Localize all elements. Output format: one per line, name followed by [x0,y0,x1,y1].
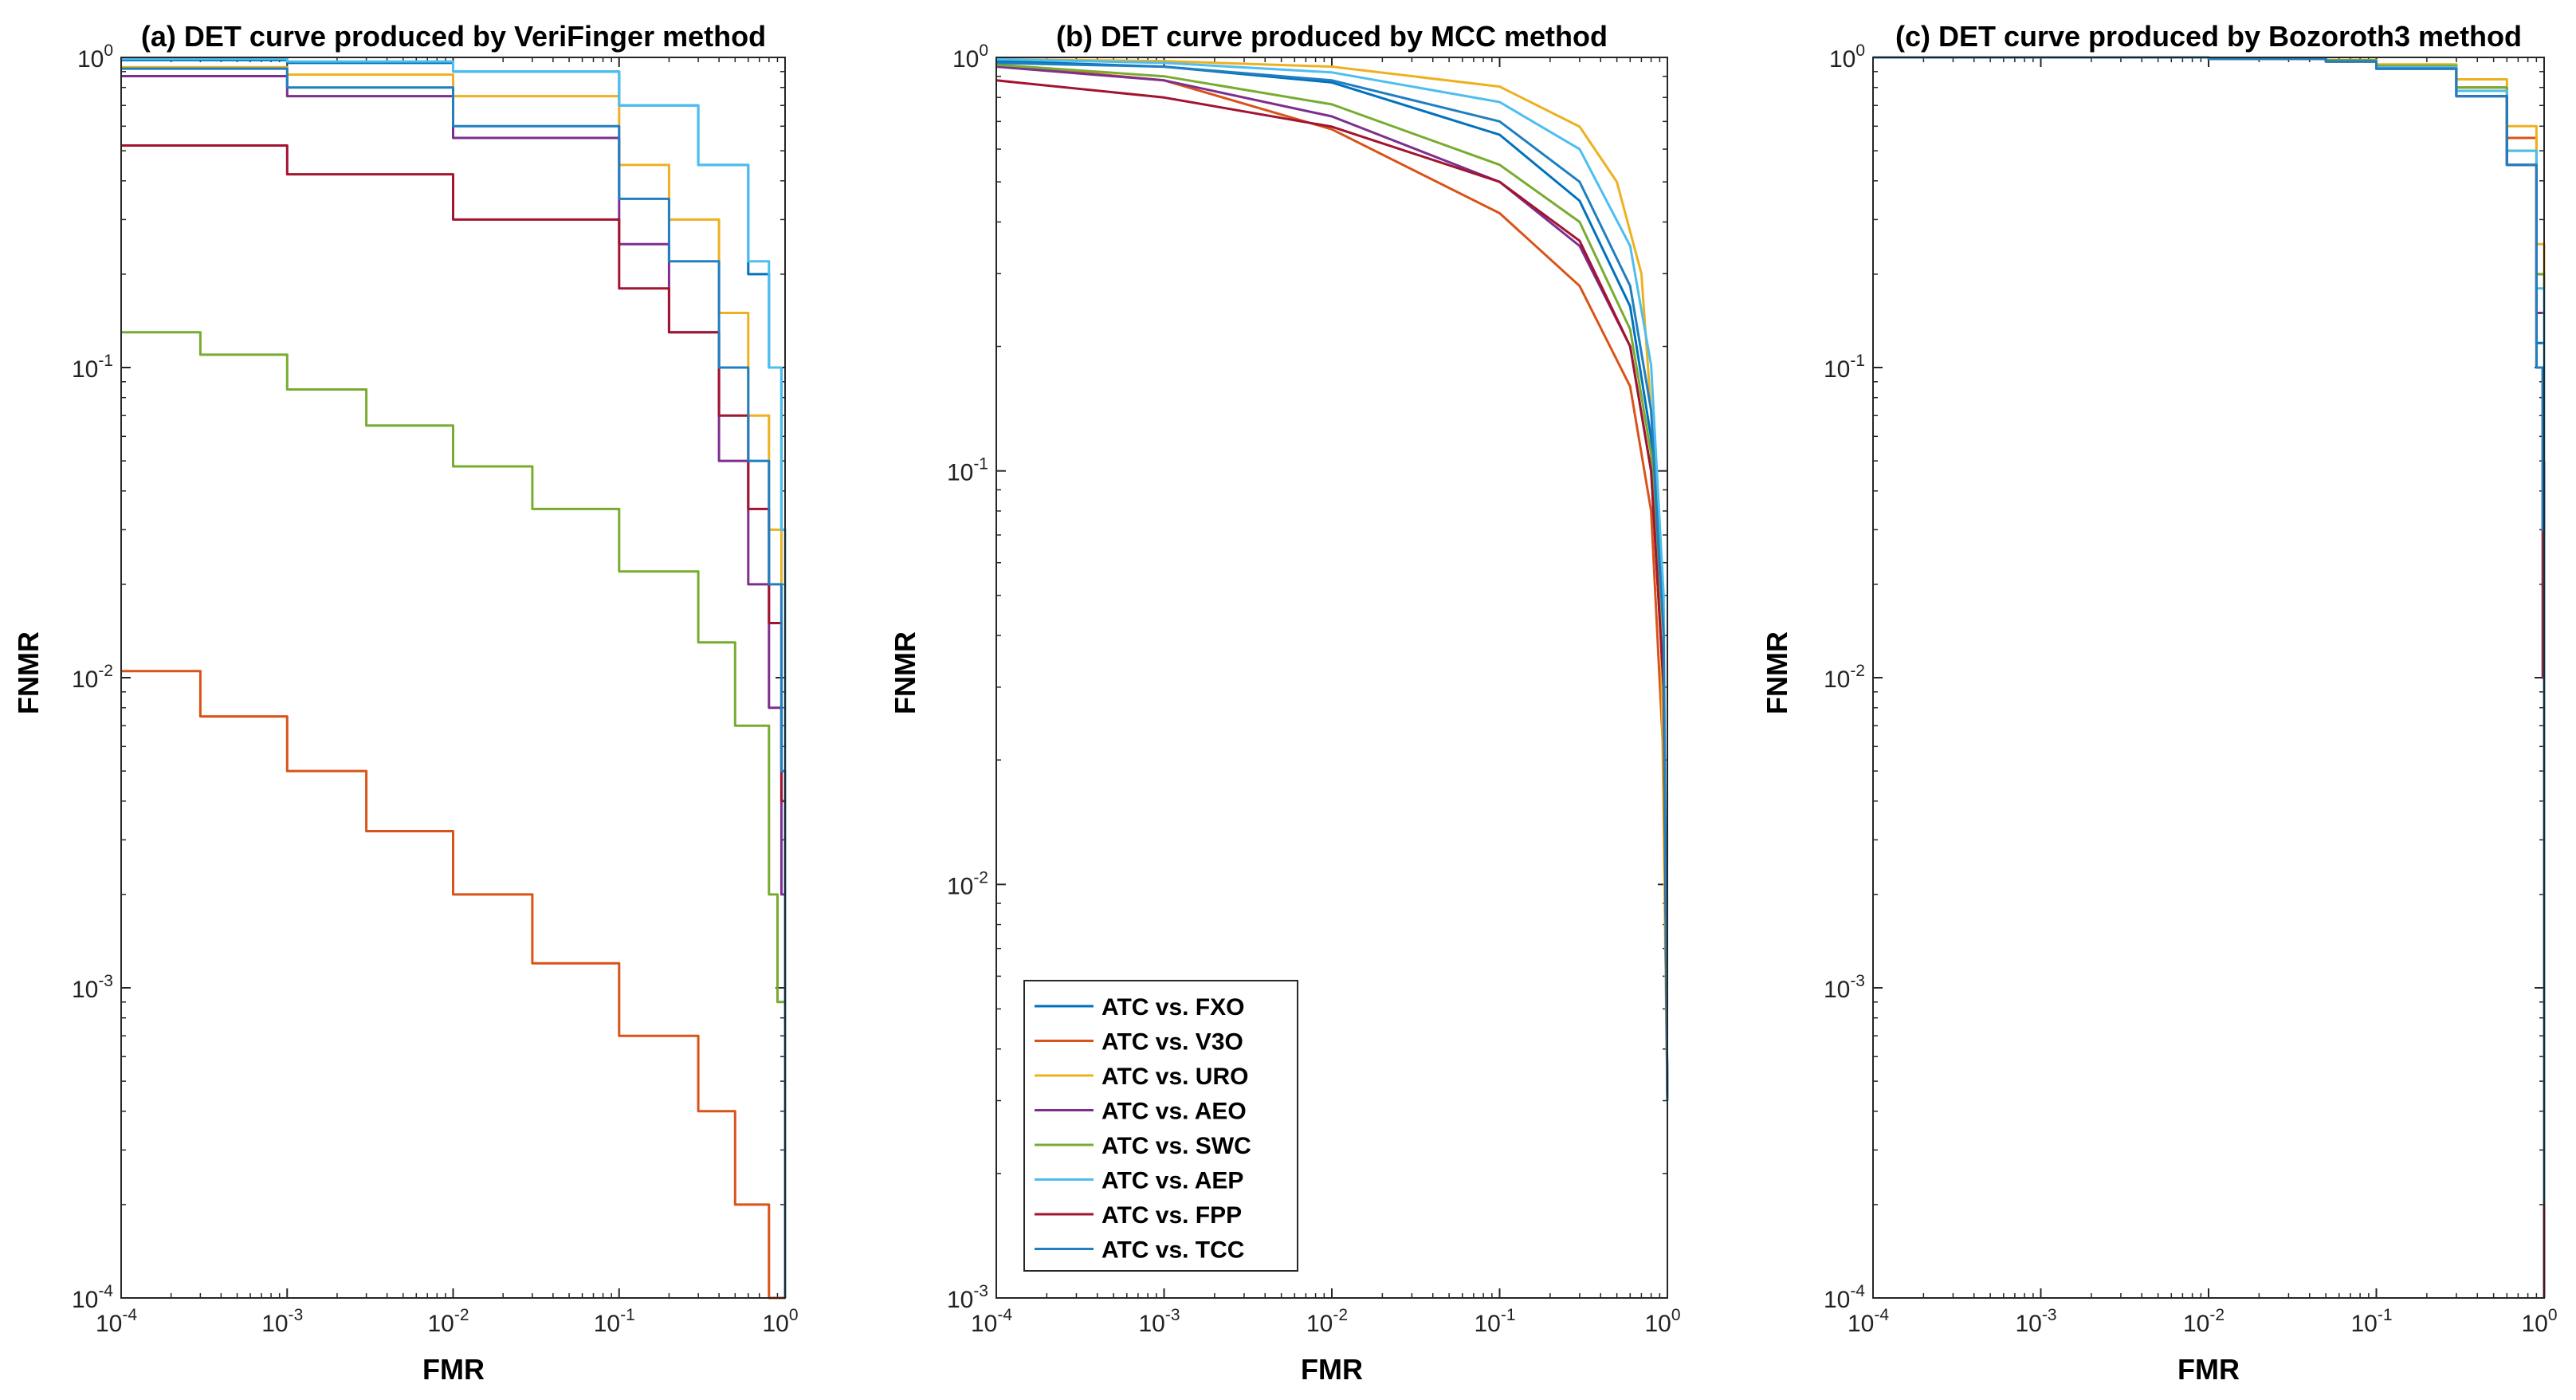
y-tick-labels: 10-4 10-3 10-2 10-1 100 [72,41,113,1313]
y-tick-labels: 10-3 10-2 10-1 100 [947,41,988,1313]
axes-frame [995,57,1668,1299]
y-tick-label: 10-2 [72,662,113,693]
series-line-7 [121,144,787,1298]
x-axis-label: FMR [422,1353,485,1386]
x-tick-label: 100 [1644,1306,1680,1337]
series-line-2 [1873,56,2546,368]
y-tick-label: 10-3 [1824,972,1865,1003]
tick-marks [1872,57,2545,1299]
chart-title: (b) DET curve produced by MCC method [1056,20,1608,53]
legend-label: ATC vs. URO [1101,1064,1248,1090]
series-line-2 [121,670,785,1300]
x-tick-label: 10-2 [2183,1306,2225,1337]
series-line-4 [1873,56,2546,462]
series-line-3 [995,57,1669,1101]
x-tick-labels: 10-4 10-3 10-2 10-1 100 [1848,1306,2558,1337]
plot-area [995,57,1669,1101]
x-axis-label: FMR [2177,1353,2240,1386]
series-line-8 [995,61,1669,1101]
legend-label: ATC vs. FPP [1101,1202,1242,1229]
axes-frame [1872,57,2545,1299]
y-tick-label: 10-3 [947,1282,988,1313]
y-tick-label: 10-1 [947,455,988,486]
x-tick-labels: 10-4 10-3 10-2 10-1 100 [96,1306,799,1337]
y-tick-label: 10-3 [72,972,113,1003]
series-line-8 [1873,56,2546,1205]
y-tick-label: 10-1 [72,352,113,383]
panel-mcc: (b) DET curve produced by MCC method FMR… [889,20,1681,1386]
axes-frame [120,57,786,1299]
series-line-4 [995,65,1669,1101]
series-line-6 [995,57,1669,1101]
y-tick-label: 10-4 [1824,1282,1865,1313]
series-line-1 [995,60,1669,1101]
legend-label: ATC vs. FXO [1101,994,1244,1021]
series-line-7 [1873,56,2546,1298]
tick-marks [120,57,786,1299]
series-line-1 [121,58,787,1298]
series-line-7 [995,79,1669,1101]
series-line-8 [121,67,787,1298]
x-tick-label: 100 [762,1306,798,1337]
y-tick-label: 100 [1829,41,1865,73]
series-line-6 [1873,56,2546,462]
chart-title: (c) DET curve produced by Bozoroth3 meth… [1895,20,2522,53]
y-axis-label: FNMR [12,631,45,714]
legend-label: ATC vs. V3O [1101,1029,1243,1056]
legend-label: ATC vs. SWC [1101,1133,1251,1159]
y-tick-label: 10-2 [947,868,988,899]
plot-area [121,57,787,1300]
x-tick-label: 10-4 [96,1306,137,1337]
chart-title: (a) DET curve produced by VeriFinger met… [141,20,766,53]
x-tick-label: 10-3 [1138,1306,1180,1337]
x-tick-labels: 10-4 10-3 10-2 10-1 100 [971,1306,1681,1337]
series-line-5 [121,331,787,1298]
legend-label: ATC vs. AEP [1101,1168,1243,1194]
plot-area [1873,56,2546,1298]
y-tick-label: 10-1 [1824,352,1865,383]
panel-verifinger: (a) DET curve produced by VeriFinger met… [12,20,799,1386]
series-line-3 [121,65,787,1298]
y-tick-label: 100 [952,41,988,73]
series-line-2 [995,63,1669,1101]
legend-label: ATC vs. AEO [1101,1099,1247,1125]
series-line-5 [1873,56,2546,437]
y-tick-label: 100 [77,41,113,73]
x-tick-label: 10-3 [261,1306,303,1337]
y-axis-label: FNMR [1761,631,1793,714]
series-line-4 [121,75,787,1298]
x-tick-label: 10-2 [427,1306,469,1337]
series-line-1 [1873,56,2546,530]
y-tick-label: 10-4 [72,1282,113,1313]
panel-bozoroth3: (c) DET curve produced by Bozoroth3 meth… [1761,20,2558,1386]
legend: ATC vs. FXO ATC vs. V3O ATC vs. URO ATC vs.… [1023,980,1298,1272]
y-tick-labels: 10-4 10-3 10-2 10-1 100 [1824,41,1865,1313]
legend-label: ATC vs. TCC [1101,1237,1244,1264]
y-tick-label: 10-2 [1824,662,1865,693]
x-tick-label: 100 [2521,1306,2557,1337]
series-line-5 [995,63,1669,1101]
y-axis-label: FNMR [889,631,921,714]
x-tick-label: 10-2 [1306,1306,1348,1337]
x-tick-label: 10-3 [2015,1306,2056,1337]
series-line-6 [121,57,787,1298]
x-tick-label: 10-1 [1474,1306,1515,1337]
legend-box [1023,980,1298,1272]
x-tick-label: 10-1 [2350,1306,2392,1337]
x-tick-label: 10-1 [594,1306,635,1337]
x-tick-label: 10-4 [1848,1306,1889,1337]
series-line-3 [1873,56,2546,368]
x-tick-label: 10-4 [971,1306,1012,1337]
x-axis-label: FMR [1301,1353,1363,1386]
